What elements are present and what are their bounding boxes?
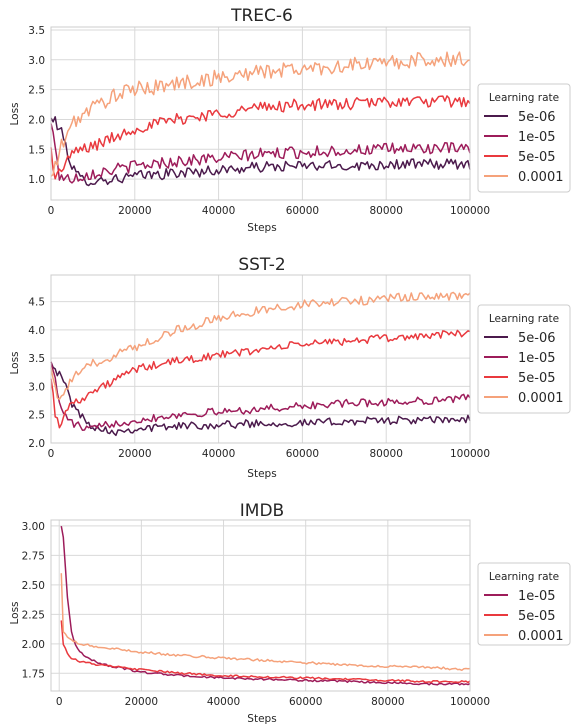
x-tick-label: 100000 xyxy=(450,448,490,460)
y-tick-label: 3.0 xyxy=(28,381,45,393)
legend-title: Learning rate xyxy=(489,313,559,325)
y-tick-label: 2.50 xyxy=(22,580,45,592)
x-axis-label: Steps xyxy=(247,222,276,234)
x-tick-label: 40000 xyxy=(202,448,235,460)
x-tick-label: 40000 xyxy=(207,696,240,708)
legend: Learning rate 1e-05 5e-05 0.0001 xyxy=(477,562,571,646)
legend-entry-label: 5e-06 xyxy=(518,331,556,346)
x-tick-label: 0 xyxy=(48,205,55,217)
y-tick-label: 2.0 xyxy=(28,114,45,126)
series-lines xyxy=(50,51,471,187)
x-tick-label: 20000 xyxy=(118,205,151,217)
legend-box xyxy=(477,562,571,646)
legend-entry-label: 5e-05 xyxy=(518,150,556,165)
x-tick-label: 80000 xyxy=(371,696,404,708)
y-tick-label: 2.75 xyxy=(22,550,45,562)
legend-title: Learning rate xyxy=(489,571,559,583)
plot-frame xyxy=(50,519,471,692)
y-tick-label: 2.5 xyxy=(28,85,45,97)
series-line-1e-05 xyxy=(50,123,471,184)
series-line-5e-05 xyxy=(60,620,471,684)
y-tick-label: 3.0 xyxy=(28,55,45,67)
series-line-5e-06 xyxy=(50,116,471,187)
series-line-0.0001 xyxy=(50,291,471,401)
x-axis-label: Steps xyxy=(247,713,276,724)
y-tick-label: 2.5 xyxy=(28,410,45,422)
chart-panel-trec6: TREC-6 Steps Loss 0 20000 40000 60000 80000 1… xyxy=(9,6,571,234)
tick-labels: 0 20000 40000 60000 80000 100000 1.75 2.00 2.25 2… xyxy=(22,521,490,708)
series-line-1e-05 xyxy=(50,361,471,431)
series-line-5e-05 xyxy=(50,95,471,180)
legend: Learning rate 5e-06 1e-05 5e-05 0.0001 xyxy=(477,83,571,193)
legend-entry-label: 0.0001 xyxy=(518,170,564,185)
legend-title: Learning rate xyxy=(489,92,559,104)
series-lines xyxy=(60,525,471,686)
x-tick-label: 60000 xyxy=(289,696,322,708)
y-tick-label: 1.0 xyxy=(28,174,45,186)
x-tick-label: 60000 xyxy=(286,205,319,217)
y-tick-label: 1.75 xyxy=(22,668,45,680)
gridlines xyxy=(50,27,471,200)
legend-entry-label: 0.0001 xyxy=(518,629,564,644)
y-tick-label: 1.5 xyxy=(28,144,45,156)
series-line-0.0001 xyxy=(50,51,471,177)
legend-box xyxy=(477,83,571,193)
x-tick-label: 40000 xyxy=(202,205,235,217)
legend-entry-label: 5e-05 xyxy=(518,371,556,386)
legend-entry-label: 5e-05 xyxy=(518,609,556,624)
x-tick-label: 60000 xyxy=(286,448,319,460)
legend-entry-label: 1e-05 xyxy=(518,351,556,366)
legend-entry-label: 5e-06 xyxy=(518,110,556,125)
plot-frame xyxy=(50,274,471,444)
tick-labels: 0 20000 40000 60000 80000 100000 1.0 1.5 2.0 2.5 3… xyxy=(28,25,490,217)
y-tick-label: 3.00 xyxy=(22,521,45,533)
y-tick-label: 2.00 xyxy=(22,639,45,651)
legend-box xyxy=(477,304,571,414)
series-lines xyxy=(50,291,471,437)
y-axis-label: Loss xyxy=(9,351,21,374)
x-tick-label: 100000 xyxy=(450,696,490,708)
series-line-0.0001 xyxy=(60,573,471,672)
chart-panel-imdb: IMDB Steps Loss 0 20000 40000 60000 80000 100… xyxy=(9,501,571,724)
legend-entry-label: 1e-05 xyxy=(518,130,556,145)
chart-title: TREC-6 xyxy=(230,6,293,26)
chart-panel-sst2: SST-2 Steps Loss 0 20000 40000 60000 80000 10… xyxy=(9,255,571,480)
x-axis-label: Steps xyxy=(247,468,276,480)
x-tick-label: 80000 xyxy=(369,205,402,217)
series-line-5e-05 xyxy=(50,329,471,429)
tick-labels: 0 20000 40000 60000 80000 100000 2.0 2.5 3.0 3.5 4… xyxy=(28,297,490,460)
legend-entry-label: 1e-05 xyxy=(518,589,556,604)
y-axis-label: Loss xyxy=(9,102,21,125)
x-tick-label: 0 xyxy=(48,448,55,460)
series-line-5e-06 xyxy=(50,361,471,437)
legend-entry-label: 0.0001 xyxy=(518,391,564,406)
chart-title: SST-2 xyxy=(238,255,285,275)
x-tick-label: 20000 xyxy=(118,448,151,460)
y-tick-label: 2.0 xyxy=(28,438,45,450)
legend: Learning rate 5e-06 1e-05 5e-05 0.0001 xyxy=(477,304,571,414)
x-tick-label: 80000 xyxy=(369,448,402,460)
y-axis-label: Loss xyxy=(9,601,21,624)
x-tick-label: 20000 xyxy=(125,696,158,708)
gridlines xyxy=(51,520,471,691)
x-tick-label: 0 xyxy=(56,696,63,708)
plot-frame xyxy=(50,26,471,201)
y-tick-label: 3.5 xyxy=(28,353,45,365)
y-tick-label: 4.0 xyxy=(28,325,45,337)
chart-title: IMDB xyxy=(240,501,284,521)
y-tick-label: 3.5 xyxy=(28,25,45,37)
x-tick-label: 100000 xyxy=(450,205,490,217)
y-tick-label: 2.25 xyxy=(22,609,45,621)
y-tick-label: 4.5 xyxy=(28,297,45,309)
